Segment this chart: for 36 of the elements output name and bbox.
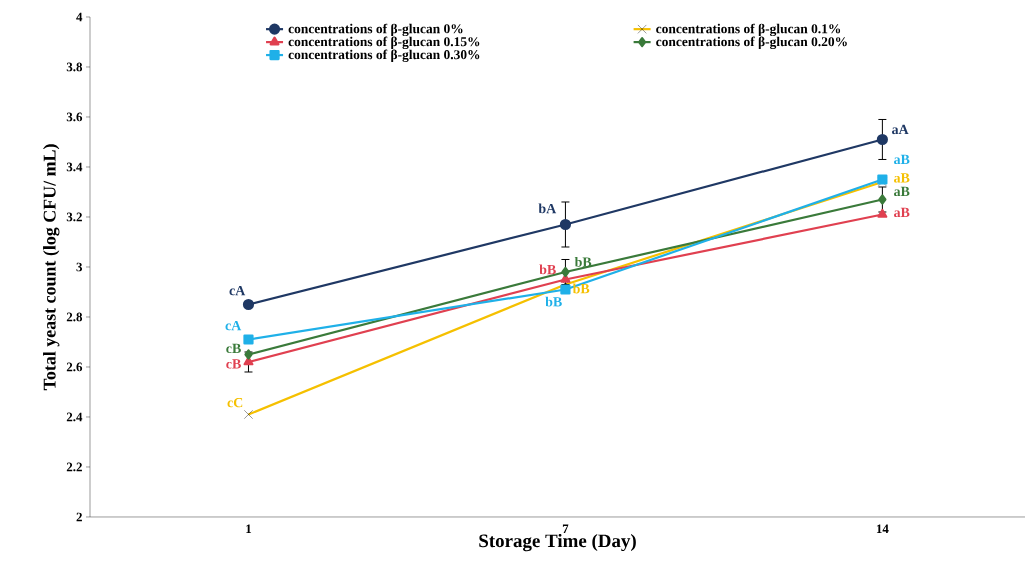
y-tick-label: 3.8: [66, 62, 83, 72]
y-tick-label: 3.2: [66, 212, 82, 222]
data-label: bB: [574, 256, 592, 267]
y-tick-label: 2.4: [66, 412, 83, 422]
y-tick-label: 2.8: [66, 312, 83, 322]
data-label: cA: [229, 285, 246, 296]
data-label: bB: [539, 264, 556, 275]
data-label: cC: [227, 397, 243, 408]
data-label: cA: [225, 320, 242, 331]
y-tick-label: 2: [76, 512, 82, 522]
y-tick-label: 2.2: [66, 462, 82, 472]
legend-label: concentrations of β-glucan 0%: [288, 23, 463, 37]
data-label: aB: [894, 173, 910, 183]
data-label: aB: [894, 207, 910, 218]
data-label: aA: [892, 124, 909, 135]
x-tick-label: 1: [246, 524, 252, 534]
legend-label: concentrations of β-glucan 0.20%: [656, 36, 847, 50]
y-tick-label: 4: [76, 12, 83, 22]
x-tick-label: 7: [562, 524, 569, 533]
y-tick-label: 3.6: [66, 112, 83, 122]
data-label: aB: [894, 154, 910, 165]
y-tick-label: 3.4: [66, 162, 83, 172]
data-label: bA: [538, 203, 557, 214]
y-tick-label: 3: [76, 262, 83, 272]
legend-label: concentrations of β-glucan 0.1%: [656, 23, 841, 37]
y-axis-title: Total yeast count (log CFU/ mL): [43, 144, 60, 391]
legend-label: concentrations of β-glucan 0.30%: [288, 49, 480, 63]
legend-label: concentrations of β-glucan 0.15%: [288, 36, 480, 50]
x-axis-title: Storage Time (Day): [479, 533, 636, 552]
data-label: bB: [545, 296, 562, 307]
data-label: aB: [894, 186, 910, 197]
data-label: cB: [226, 343, 241, 354]
data-label: bB: [572, 283, 590, 294]
data-label: cB: [226, 359, 241, 369]
x-tick-label: 14: [876, 524, 889, 534]
y-tick-label: 2.6: [66, 362, 83, 372]
